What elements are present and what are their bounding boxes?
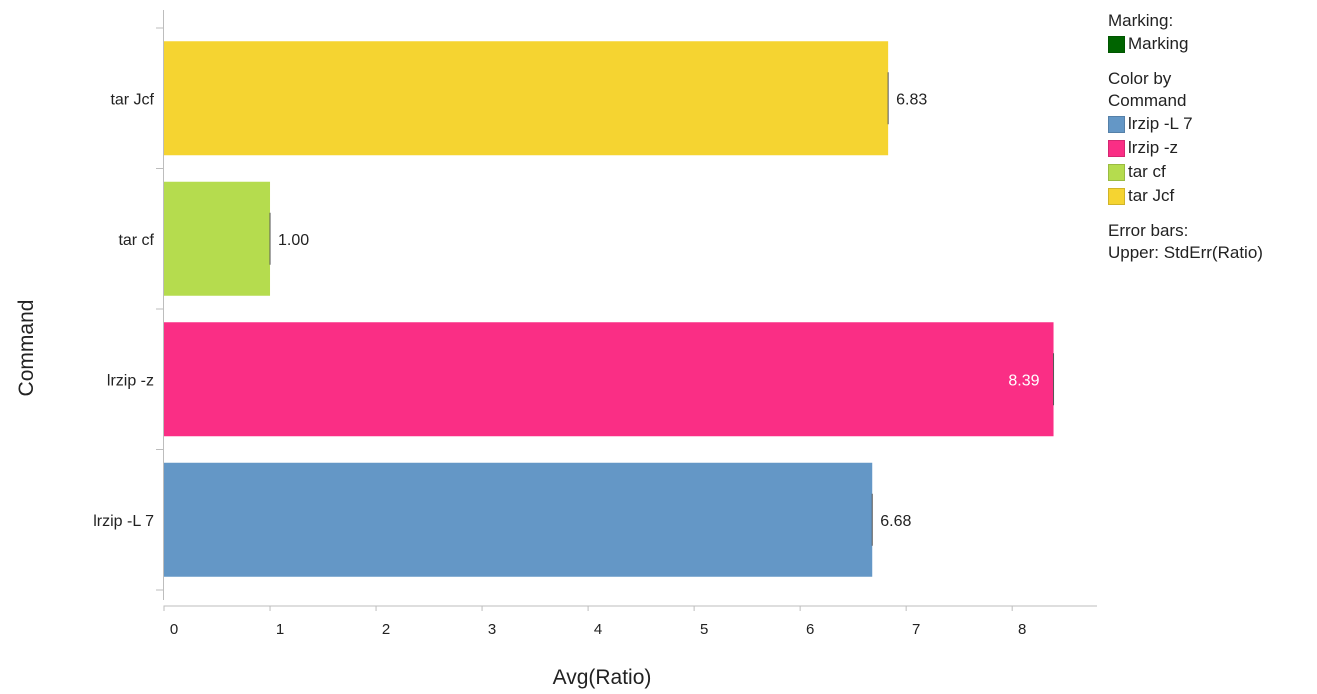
- category-label: lrzip -z: [107, 372, 154, 389]
- axes-layer: 0 1 2 3 4 5 6 7 8 tar Jcf tar cf lrzip -z lrzip -L 7: [93, 10, 1097, 638]
- legend-item-label: tar Jcf: [1128, 186, 1175, 205]
- legend-item-label: tar cf: [1128, 162, 1166, 181]
- x-tick-label: 7: [912, 621, 920, 638]
- legend-item-label: Marking: [1128, 34, 1189, 53]
- y-axis-title: Command: [15, 300, 38, 397]
- data-label: 6.83: [896, 91, 927, 108]
- legend-error-title: Error bars:: [1108, 221, 1189, 240]
- bar: [164, 41, 889, 156]
- bars-layer: 6.83 1.00 8.39 6.68: [164, 41, 1055, 577]
- bar: [164, 322, 1054, 437]
- legend-color-title-line2: Command: [1108, 91, 1187, 110]
- data-label: 1.00: [278, 232, 309, 249]
- legend-marking-section: Marking: Marking: [1108, 10, 1263, 56]
- legend-item-label: lrzip -z: [1128, 138, 1179, 157]
- legend-swatch-marking: [1108, 35, 1125, 53]
- category-label: tar Jcf: [110, 91, 154, 108]
- legend-swatch: [1108, 115, 1125, 133]
- x-tick-label: 0: [170, 621, 178, 638]
- x-tick-label: 1: [276, 621, 284, 638]
- x-axis-title: Avg(Ratio): [553, 666, 652, 689]
- legend: Marking: Marking Color by Command lrzip …: [1108, 10, 1263, 276]
- legend-item[interactable]: lrzip -z: [1108, 136, 1263, 160]
- legend-swatch: [1108, 163, 1125, 181]
- legend-item[interactable]: tar cf: [1108, 160, 1263, 184]
- legend-color-title-line1: Color by: [1108, 69, 1172, 88]
- x-tick-label: 8: [1018, 621, 1026, 638]
- legend-item[interactable]: lrzip -L 7: [1108, 112, 1263, 136]
- bar: [164, 181, 271, 296]
- legend-color-section: Color by Command lrzip -L 7 lrzip -z tar c…: [1108, 68, 1263, 208]
- category-label: tar cf: [118, 232, 154, 249]
- legend-error-section: Error bars: Upper: StdErr(Ratio): [1108, 220, 1263, 264]
- x-tick-label: 4: [594, 621, 602, 638]
- legend-marking-title: Marking:: [1108, 11, 1174, 30]
- data-label: 6.68: [880, 513, 911, 530]
- legend-swatch: [1108, 139, 1125, 157]
- bar: [164, 462, 873, 577]
- category-label: lrzip -L 7: [93, 513, 154, 530]
- x-tick-label: 5: [700, 621, 708, 638]
- legend-item[interactable]: tar Jcf: [1108, 184, 1263, 208]
- legend-item-marking[interactable]: Marking: [1108, 32, 1263, 56]
- legend-items: lrzip -L 7 lrzip -z tar cf tar Jcf: [1108, 112, 1263, 208]
- x-tick-label: 3: [488, 621, 496, 638]
- data-label: 8.39: [1008, 372, 1039, 389]
- legend-swatch: [1108, 187, 1125, 205]
- x-tick-label: 2: [382, 621, 390, 638]
- x-tick-label: 6: [806, 621, 814, 638]
- legend-item-label: lrzip -L 7: [1128, 114, 1193, 133]
- legend-error-text: Upper: StdErr(Ratio): [1108, 243, 1263, 262]
